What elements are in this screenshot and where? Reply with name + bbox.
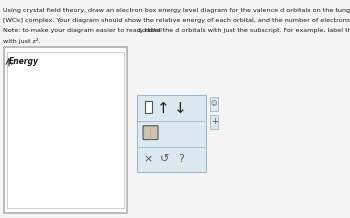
Text: z: z	[138, 28, 140, 33]
Text: +: +	[211, 117, 218, 126]
Bar	[210, 97, 218, 111]
Text: Note: to make your diagram easier to read, label the d orbitals with just the su: Note: to make your diagram easier to rea…	[3, 28, 350, 33]
Text: ↓: ↓	[174, 100, 186, 116]
Text: Energy: Energy	[9, 57, 39, 66]
Text: [WCl₆] complex. Your diagram should show the relative energy of each orbital, an: [WCl₆] complex. Your diagram should show…	[3, 18, 350, 23]
FancyBboxPatch shape	[143, 126, 158, 140]
Bar	[210, 115, 218, 129]
Bar	[4, 47, 127, 213]
Text: ?: ?	[178, 154, 184, 164]
Bar	[138, 95, 206, 172]
Text: ☺: ☺	[211, 101, 217, 107]
Text: ×: ×	[144, 154, 153, 164]
Text: orbital: orbital	[141, 28, 162, 33]
Text: ↑: ↑	[157, 100, 170, 116]
Bar	[145, 101, 152, 113]
Bar	[7, 52, 124, 208]
Text: ↺: ↺	[160, 154, 169, 164]
Text: Using crystal field theory, draw an electron box energy level diagram for the va: Using crystal field theory, draw an elec…	[3, 8, 350, 13]
Text: with just z².: with just z².	[3, 38, 41, 44]
Text: 2: 2	[139, 30, 142, 34]
